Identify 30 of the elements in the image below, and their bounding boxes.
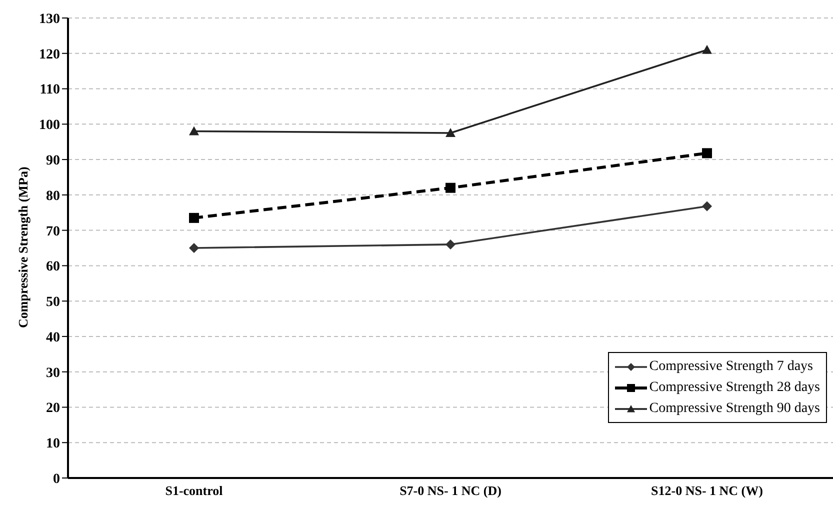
point (446, 239, 456, 250)
y-tick-label: 20 (46, 401, 60, 416)
legend-label: Compressive Strength 7 days (649, 358, 813, 374)
y-tick-label: 100 (39, 118, 60, 134)
point (189, 126, 199, 136)
x-tick-label: S12-0 NS- 1 NC (W) (651, 483, 763, 498)
y-tick-label: 0 (53, 472, 60, 487)
point (702, 44, 712, 54)
legend-label: Compressive Strength 90 days (649, 400, 820, 416)
point (702, 148, 712, 158)
y-tick-label: 10 (46, 436, 60, 452)
point (446, 128, 456, 137)
x-tick-label: S1-control (165, 483, 224, 498)
y-tick-label: 110 (40, 82, 60, 98)
y-tick-label: 80 (46, 188, 60, 204)
point (189, 212, 199, 223)
y-tick-label: 120 (39, 47, 60, 62)
y-tick-label: 70 (46, 224, 60, 240)
x-tick-label: S7-0 NS- 1 NC (D) (400, 483, 502, 498)
legend-label: Compressive Strength 28 days (649, 380, 820, 396)
y-tick-label: 50 (46, 295, 60, 310)
y-tick-label: 130 (39, 12, 60, 27)
point (189, 243, 199, 253)
y-tick-label: 60 (46, 260, 60, 275)
y-tick-label: 90 (46, 154, 60, 169)
point (446, 182, 456, 193)
y-tick-label: 30 (46, 366, 60, 381)
y-tick-label: 40 (46, 330, 60, 346)
y-axis-title: Compressive Strength (MPa) (16, 166, 31, 328)
point (702, 201, 712, 212)
